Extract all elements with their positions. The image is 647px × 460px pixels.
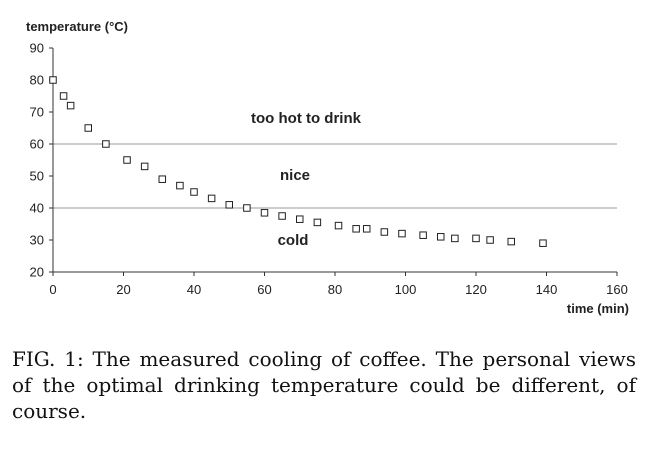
x-tick-label: 100: [395, 282, 417, 297]
data-point: [190, 188, 198, 196]
data-point: [243, 204, 251, 212]
x-tick-label: 20: [116, 282, 130, 297]
y-tick-label: 90: [30, 41, 44, 56]
annotation-nice: nice: [280, 167, 310, 184]
data-point: [123, 156, 131, 164]
data-point: [59, 92, 68, 100]
data-points: [49, 76, 547, 247]
annotation-cold: cold: [278, 232, 309, 249]
reference-lines: [53, 143, 617, 209]
y-tick-label: 60: [30, 137, 44, 152]
data-point: [66, 101, 75, 110]
x-tick-label: 120: [465, 282, 487, 297]
y-tick-label: 30: [30, 233, 44, 248]
data-point: [362, 225, 371, 233]
data-point: [313, 218, 322, 227]
y-tick-label: 40: [30, 201, 44, 216]
data-point: [278, 212, 286, 220]
x-axis-label: time (min): [567, 301, 629, 316]
data-point: [158, 175, 167, 183]
x-tick-label: 60: [257, 282, 271, 297]
data-point: [437, 233, 445, 241]
data-point: [507, 237, 515, 246]
data-point: [334, 221, 343, 230]
x-tick-label: 40: [187, 282, 201, 297]
x-tick-label: 140: [536, 282, 558, 297]
figure-caption: FIG. 1: The measured cooling of coffee. …: [12, 347, 636, 423]
data-point: [451, 234, 459, 243]
data-point: [176, 181, 184, 190]
y-axis-label: temperature (°C): [26, 19, 128, 34]
x-tick-label: 80: [328, 282, 342, 297]
cooling-chart: 20 30 40 50 60 70 80 90 0 20 40 60 80 100 120 140 160 t…: [26, 19, 629, 316]
x-tick-label: 0: [49, 282, 56, 297]
data-point: [102, 140, 110, 148]
data-point: [49, 76, 57, 84]
axes: [52, 48, 617, 273]
y-tick-label: 80: [30, 73, 44, 88]
data-point: [380, 228, 389, 236]
y-tick-label: 70: [30, 105, 44, 120]
x-tick-label: 160: [606, 282, 628, 297]
data-point: [539, 239, 547, 247]
data-point: [398, 229, 406, 238]
data-point: [260, 209, 269, 217]
x-ticks: 0 20 40 60 80 100 120 140 160: [49, 272, 628, 297]
data-point: [486, 236, 494, 244]
data-point: [225, 201, 233, 209]
data-point: [84, 124, 92, 132]
y-tick-label: 50: [30, 169, 44, 184]
data-point: [352, 225, 360, 233]
data-point: [419, 231, 427, 239]
data-point: [472, 234, 480, 243]
y-tick-label: 20: [30, 265, 44, 280]
data-point: [296, 215, 304, 223]
data-point: [207, 194, 216, 203]
annotation-too-hot: too hot to drink: [251, 110, 362, 127]
y-ticks: 20 30 40 50 60 70 80 90: [30, 41, 53, 280]
data-point: [140, 162, 149, 171]
